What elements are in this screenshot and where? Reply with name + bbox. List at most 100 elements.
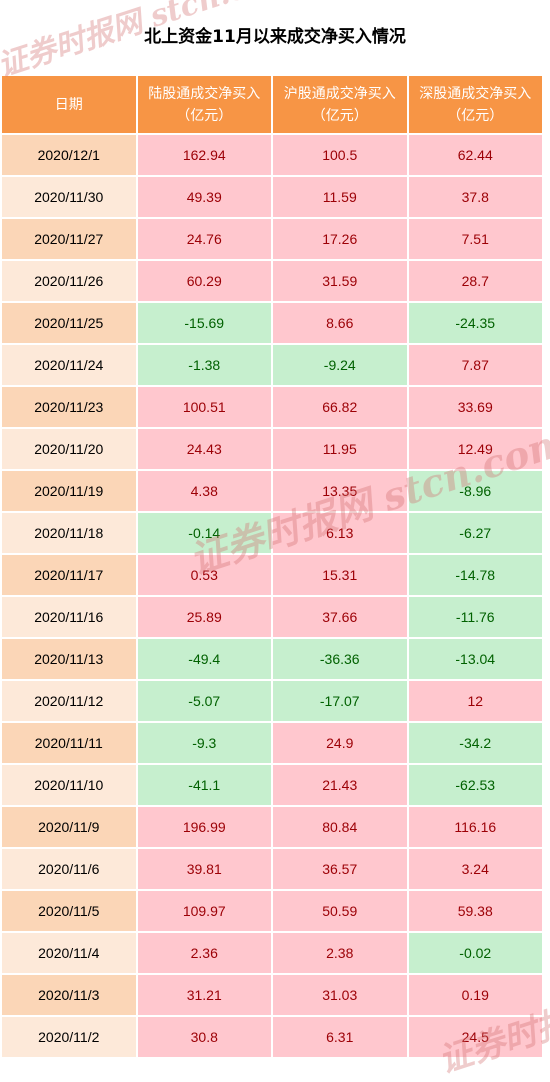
cell-lugutong: 0.53 — [137, 555, 271, 595]
cell-hugutong: 6.13 — [273, 513, 407, 553]
header-shengutong-line2: （亿元） — [447, 107, 504, 124]
cell-date: 2020/11/26 — [2, 261, 136, 301]
cell-date: 2020/11/4 — [2, 933, 136, 973]
table-row: 2020/11/5 109.97 50.59 59.38 — [2, 891, 542, 931]
cell-lugutong: 2.36 — [137, 933, 271, 973]
cell-lugutong: -15.69 — [137, 303, 271, 343]
cell-date: 2020/11/20 — [2, 429, 136, 469]
cell-shengutong: -6.27 — [408, 513, 542, 553]
cell-hugutong: 37.66 — [273, 597, 407, 637]
cell-shengutong: -62.53 — [408, 765, 542, 805]
cell-hugutong: 11.59 — [273, 177, 407, 217]
cell-shengutong: -0.02 — [408, 933, 542, 973]
cell-shengutong: 59.38 — [408, 891, 542, 931]
cell-lugutong: 31.21 — [137, 975, 271, 1015]
header-shengutong-line1: 深股通成交净买入 — [419, 85, 532, 102]
table-row: 2020/11/13 -49.4 -36.36 -13.04 — [2, 639, 542, 679]
cell-hugutong: 36.57 — [273, 849, 407, 889]
cell-shengutong: 12.49 — [408, 429, 542, 469]
cell-date: 2020/11/27 — [2, 219, 136, 259]
cell-lugutong: 30.8 — [137, 1017, 271, 1057]
cell-lugutong: -1.38 — [137, 345, 271, 385]
cell-date: 2020/11/9 — [2, 807, 136, 847]
header-shengutong: 深股通成交净买入 （亿元） — [408, 76, 542, 133]
table-row: 2020/11/9 196.99 80.84 116.16 — [2, 807, 542, 847]
cell-hugutong: -9.24 — [273, 345, 407, 385]
cell-shengutong: 62.44 — [408, 135, 542, 175]
cell-shengutong: 3.24 — [408, 849, 542, 889]
cell-date: 2020/11/13 — [2, 639, 136, 679]
cell-hugutong: 50.59 — [273, 891, 407, 931]
cell-date: 2020/11/11 — [2, 723, 136, 763]
table-row: 2020/11/12 -5.07 -17.07 12 — [2, 681, 542, 721]
header-hugutong-line2: （亿元） — [311, 107, 368, 124]
cell-hugutong: 13.35 — [273, 471, 407, 511]
cell-date: 2020/11/19 — [2, 471, 136, 511]
cell-hugutong: 15.31 — [273, 555, 407, 595]
cell-shengutong: 12 — [408, 681, 542, 721]
cell-date: 2020/12/1 — [2, 135, 136, 175]
cell-lugutong: 49.39 — [137, 177, 271, 217]
table-title: 北上资金11月以来成交净买入情况 — [144, 27, 406, 47]
table-header-row: 日期 陆股通成交净买入 （亿元） 沪股通成交净买入 （亿元） 深股通成交净买入 … — [2, 76, 542, 133]
cell-lugutong: -5.07 — [137, 681, 271, 721]
cell-hugutong: 31.59 — [273, 261, 407, 301]
cell-hugutong: 21.43 — [273, 765, 407, 805]
header-date: 日期 — [2, 76, 136, 133]
cell-shengutong: -8.96 — [408, 471, 542, 511]
cell-lugutong: 24.76 — [137, 219, 271, 259]
cell-shengutong: 37.8 — [408, 177, 542, 217]
cell-date: 2020/11/18 — [2, 513, 136, 553]
cell-hugutong: 66.82 — [273, 387, 407, 427]
table-row: 2020/11/23 100.51 66.82 33.69 — [2, 387, 542, 427]
table-row: 2020/11/11 -9.3 24.9 -34.2 — [2, 723, 542, 763]
cell-shengutong: 33.69 — [408, 387, 542, 427]
cell-hugutong: 6.31 — [273, 1017, 407, 1057]
cell-lugutong: 162.94 — [137, 135, 271, 175]
table-row: 2020/11/30 49.39 11.59 37.8 — [2, 177, 542, 217]
cell-lugutong: 100.51 — [137, 387, 271, 427]
net-buy-table: 日期 陆股通成交净买入 （亿元） 沪股通成交净买入 （亿元） 深股通成交净买入 … — [0, 74, 544, 1059]
table-row: 2020/11/16 25.89 37.66 -11.76 — [2, 597, 542, 637]
cell-lugutong: 109.97 — [137, 891, 271, 931]
cell-lugutong: 39.81 — [137, 849, 271, 889]
table-row: 2020/12/1 162.94 100.5 62.44 — [2, 135, 542, 175]
cell-lugutong: -49.4 — [137, 639, 271, 679]
cell-hugutong: 17.26 — [273, 219, 407, 259]
header-lugutong-line1: 陆股通成交净买入 — [148, 85, 261, 102]
cell-shengutong: -14.78 — [408, 555, 542, 595]
cell-shengutong: -24.35 — [408, 303, 542, 343]
table-row: 2020/11/25 -15.69 8.66 -24.35 — [2, 303, 542, 343]
cell-date: 2020/11/30 — [2, 177, 136, 217]
cell-lugutong: 24.43 — [137, 429, 271, 469]
cell-hugutong: 100.5 — [273, 135, 407, 175]
table-body: 2020/12/1 162.94 100.5 62.44 2020/11/30 49.39… — [2, 135, 542, 1057]
cell-date: 2020/11/24 — [2, 345, 136, 385]
cell-shengutong: 116.16 — [408, 807, 542, 847]
table-row: 2020/11/10 -41.1 21.43 -62.53 — [2, 765, 542, 805]
table-row: 2020/11/20 24.43 11.95 12.49 — [2, 429, 542, 469]
table-row: 2020/11/27 24.76 17.26 7.51 — [2, 219, 542, 259]
cell-hugutong: 8.66 — [273, 303, 407, 343]
cell-date: 2020/11/2 — [2, 1017, 136, 1057]
cell-lugutong: 196.99 — [137, 807, 271, 847]
cell-shengutong: 28.7 — [408, 261, 542, 301]
header-date-label: 日期 — [54, 96, 83, 113]
cell-lugutong: 60.29 — [137, 261, 271, 301]
header-lugutong: 陆股通成交净买入 （亿元） — [137, 76, 271, 133]
cell-shengutong: -34.2 — [408, 723, 542, 763]
cell-date: 2020/11/25 — [2, 303, 136, 343]
table-row: 2020/11/26 60.29 31.59 28.7 — [2, 261, 542, 301]
cell-hugutong: 24.9 — [273, 723, 407, 763]
cell-shengutong: 7.51 — [408, 219, 542, 259]
cell-date: 2020/11/16 — [2, 597, 136, 637]
cell-date: 2020/11/5 — [2, 891, 136, 931]
header-hugutong: 沪股通成交净买入 （亿元） — [273, 76, 407, 133]
table-row: 2020/11/24 -1.38 -9.24 7.87 — [2, 345, 542, 385]
cell-hugutong: 2.38 — [273, 933, 407, 973]
cell-lugutong: -0.14 — [137, 513, 271, 553]
table-row: 2020/11/4 2.36 2.38 -0.02 — [2, 933, 542, 973]
cell-date: 2020/11/17 — [2, 555, 136, 595]
cell-date: 2020/11/3 — [2, 975, 136, 1015]
table-row: 2020/11/6 39.81 36.57 3.24 — [2, 849, 542, 889]
